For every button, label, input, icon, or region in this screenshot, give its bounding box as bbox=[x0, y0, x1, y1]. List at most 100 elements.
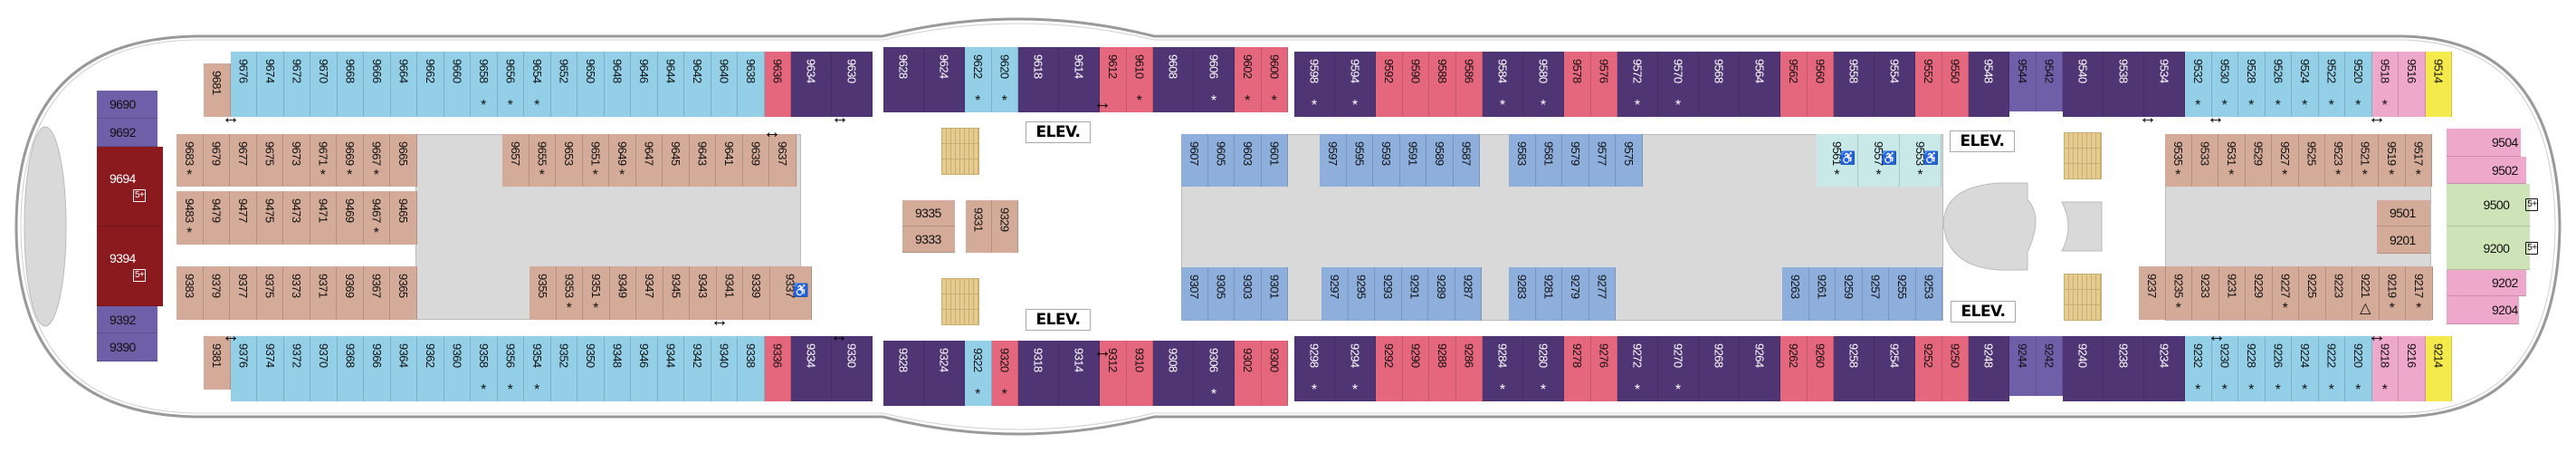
cabin-9504[interactable]: 9504 bbox=[2447, 129, 2521, 157]
cabin-9237[interactable]: 9237 bbox=[2139, 266, 2166, 320]
cabin-9483[interactable]: 9483 * bbox=[177, 191, 204, 245]
cabin-9392[interactable]: 9392 bbox=[97, 306, 157, 333]
cabin-9300[interactable]: 9300 bbox=[1261, 341, 1288, 406]
cabin-9579[interactable]: 9579 bbox=[1562, 134, 1589, 187]
cabin-9516[interactable]: 9516 bbox=[2399, 52, 2426, 117]
cabin-9219[interactable]: 9219 * bbox=[2379, 266, 2406, 320]
cabin-9652[interactable]: 9652 bbox=[550, 52, 577, 117]
cabin-9376[interactable]: 9376 bbox=[230, 336, 257, 401]
cabin-9525[interactable]: 9525 bbox=[2298, 134, 2325, 187]
cabin-9358[interactable]: 9358 * bbox=[471, 336, 498, 401]
cabin-9369[interactable]: 9369 bbox=[337, 266, 364, 320]
cabin-9692[interactable]: 9692 bbox=[97, 119, 157, 147]
cabin-9650[interactable]: 9650 bbox=[577, 52, 605, 117]
cabin-9301[interactable]: 9301 bbox=[1261, 267, 1288, 321]
cabin-9620[interactable]: 9620 * bbox=[991, 47, 1018, 112]
cabin-9220[interactable]: 9220 * bbox=[2345, 336, 2372, 401]
cabin-9473[interactable]: 9473 bbox=[283, 191, 310, 245]
cabin-9235[interactable]: 9235 * bbox=[2165, 266, 2192, 320]
cabin-9258[interactable]: 9258 bbox=[1834, 336, 1875, 401]
cabin-9374[interactable]: 9374 bbox=[257, 336, 284, 401]
cabin-9355[interactable]: 9355 bbox=[530, 266, 557, 320]
cabin-9683[interactable]: 9683 * bbox=[177, 134, 204, 187]
cabin-9221[interactable]: 9221 △ bbox=[2352, 266, 2380, 320]
cabin-9552[interactable]: 9552 bbox=[1915, 52, 1942, 117]
cabin-9231[interactable]: 9231 bbox=[2218, 266, 2246, 320]
cabin-9366[interactable]: 9366 bbox=[364, 336, 391, 401]
cabin-9377[interactable]: 9377 bbox=[230, 266, 257, 320]
cabin-9568[interactable]: 9568 bbox=[1699, 52, 1740, 117]
cabin-9354[interactable]: 9354 * bbox=[524, 336, 551, 401]
cabin-9671[interactable]: 9671 * bbox=[310, 134, 337, 187]
cabin-9305[interactable]: 9305 bbox=[1207, 267, 1235, 321]
cabin-9467[interactable]: 9467 * bbox=[363, 191, 390, 245]
cabin-9272[interactable]: 9272 * bbox=[1617, 336, 1658, 401]
cabin-9345[interactable]: 9345 bbox=[663, 266, 690, 320]
cabin-9394[interactable]: 9394 5+ bbox=[97, 226, 163, 306]
cabin-9690[interactable]: 9690 bbox=[97, 91, 157, 119]
cabin-9368[interactable]: 9368 bbox=[337, 336, 364, 401]
cabin-9375[interactable]: 9375 bbox=[256, 266, 283, 320]
cabin-9471[interactable]: 9471 bbox=[310, 191, 337, 245]
cabin-9587[interactable]: 9587 bbox=[1453, 134, 1480, 187]
cabin-9554[interactable]: 9554 bbox=[1875, 52, 1915, 117]
cabin-9575[interactable]: 9575 bbox=[1616, 134, 1643, 187]
cabin-9226[interactable]: 9226 * bbox=[2265, 336, 2292, 401]
cabin-9328[interactable]: 9328 bbox=[883, 341, 924, 406]
cabin-9348[interactable]: 9348 bbox=[604, 336, 631, 401]
cabin-9638[interactable]: 9638 bbox=[738, 52, 765, 117]
cabin-9637[interactable]: 9637 bbox=[769, 134, 797, 187]
cabin-9522[interactable]: 9522 * bbox=[2318, 52, 2345, 117]
cabin-9514[interactable]: 9514 bbox=[2425, 52, 2452, 117]
cabin-9383[interactable]: 9383 bbox=[177, 266, 204, 320]
cabin-9297[interactable]: 9297 bbox=[1321, 267, 1349, 321]
cabin-9329[interactable]: 9329 bbox=[992, 200, 1018, 253]
cabin-9586[interactable]: 9586 bbox=[1455, 52, 1483, 117]
cabin-9641[interactable]: 9641 bbox=[716, 134, 743, 187]
cabin-9337[interactable]: 9337 ♿ bbox=[769, 266, 812, 320]
cabin-9222[interactable]: 9222 * bbox=[2318, 336, 2345, 401]
cabin-9371[interactable]: 9371 bbox=[310, 266, 337, 320]
cabin-9502[interactable]: 9502 bbox=[2447, 157, 2526, 184]
cabin-9479[interactable]: 9479 bbox=[203, 191, 230, 245]
cabin-9254[interactable]: 9254 bbox=[1875, 336, 1915, 401]
cabin-9204[interactable]: 9204 bbox=[2447, 296, 2519, 324]
cabin-9242[interactable]: 9242 bbox=[2036, 336, 2063, 396]
cabin-9214[interactable]: 9214 bbox=[2425, 336, 2452, 401]
cabin-9576[interactable]: 9576 bbox=[1590, 52, 1617, 117]
cabin-9280[interactable]: 9280 * bbox=[1523, 336, 1564, 401]
cabin-9531[interactable]: 9531 * bbox=[2218, 134, 2246, 187]
cabin-9605[interactable]: 9605 bbox=[1207, 134, 1235, 187]
cabin-9255[interactable]: 9255 bbox=[1889, 267, 1916, 321]
cabin-9287[interactable]: 9287 bbox=[1455, 267, 1482, 321]
cabin-9244[interactable]: 9244 bbox=[2009, 336, 2037, 396]
cabin-9324[interactable]: 9324 bbox=[924, 341, 965, 406]
cabin-9308[interactable]: 9308 bbox=[1153, 341, 1194, 406]
cabin-9610[interactable]: 9610 * bbox=[1126, 47, 1153, 112]
cabin-9649[interactable]: 9649 * bbox=[609, 134, 636, 187]
cabin-9600[interactable]: 9600 * bbox=[1261, 47, 1288, 112]
cabin-9533[interactable]: 9533 bbox=[2191, 134, 2218, 187]
cabin-9669[interactable]: 9669 * bbox=[337, 134, 364, 187]
cabin-9284[interactable]: 9284 * bbox=[1483, 336, 1523, 401]
cabin-9628[interactable]: 9628 bbox=[883, 47, 924, 112]
cabin-9232[interactable]: 9232 * bbox=[2185, 336, 2212, 401]
cabin-9530[interactable]: 9530 * bbox=[2211, 52, 2238, 117]
cabin-9607[interactable]: 9607 bbox=[1181, 134, 1208, 187]
cabin-9252[interactable]: 9252 bbox=[1915, 336, 1942, 401]
cabin-9306[interactable]: 9306 * bbox=[1194, 341, 1235, 406]
cabin-9548[interactable]: 9548 bbox=[1969, 52, 2009, 117]
cabin-9593[interactable]: 9593 bbox=[1373, 134, 1400, 187]
cabin-9588[interactable]: 9588 bbox=[1429, 52, 1456, 117]
cabin-9233[interactable]: 9233 bbox=[2192, 266, 2219, 320]
cabin-9333[interactable]: 9333 bbox=[902, 226, 955, 253]
cabin-9553[interactable]: 9553 * ♿ bbox=[1900, 134, 1942, 187]
cabin-9595[interactable]: 9595 bbox=[1346, 134, 1373, 187]
cabin-9314[interactable]: 9314 bbox=[1059, 341, 1100, 406]
cabin-9353[interactable]: 9353 * bbox=[556, 266, 583, 320]
cabin-9640[interactable]: 9640 bbox=[711, 52, 738, 117]
cabin-9662[interactable]: 9662 bbox=[417, 52, 444, 117]
cabin-9570[interactable]: 9570 * bbox=[1658, 52, 1699, 117]
cabin-9532[interactable]: 9532 * bbox=[2185, 52, 2212, 117]
cabin-9346[interactable]: 9346 bbox=[631, 336, 658, 401]
